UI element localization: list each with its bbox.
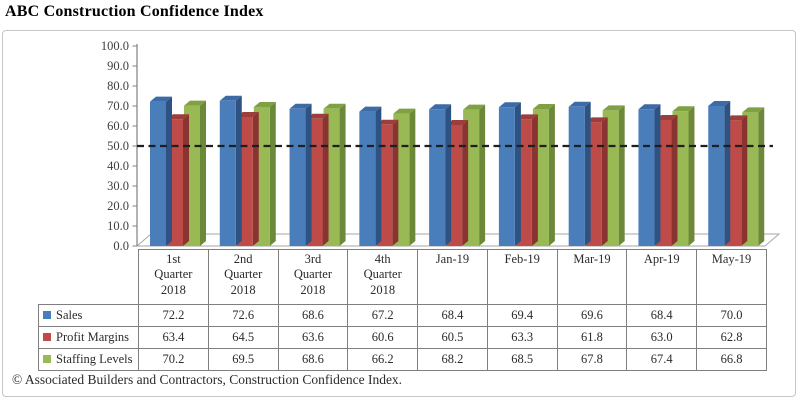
value-cell: 70.2: [138, 348, 209, 371]
value-cell: 68.2: [417, 348, 488, 371]
legend-cell-staffing-levels: Staffing Levels: [38, 348, 139, 371]
value-cell: 60.6: [347, 326, 419, 349]
table-corner-blank: [39, 250, 139, 305]
category-header-cell: 2nd Quarter 2018: [207, 249, 279, 305]
category-header-cell: Mar-19: [556, 249, 628, 305]
value-cell: 61.8: [556, 326, 628, 349]
category-header-cell: Feb-19: [486, 249, 558, 305]
legend-cell-profit-margins: Profit Margins: [38, 326, 139, 349]
data-table: 1st Quarter 2018 2nd Quarter 2018 3rd Quar…: [38, 249, 767, 371]
legend-swatch-icon: [43, 333, 51, 341]
category-header-cell: Jan-19: [417, 249, 488, 305]
value-cell: 69.4: [486, 304, 558, 327]
legend-label: Profit Margins: [56, 330, 130, 344]
value-cell: 62.8: [696, 326, 767, 349]
source-attribution: © Associated Builders and Contractors, C…: [12, 372, 403, 387]
value-cell: 63.3: [486, 326, 558, 349]
value-cell: 69.5: [207, 348, 279, 371]
value-cell: 68.6: [277, 348, 349, 371]
table-row: Profit Margins 63.4 64.5 63.6 60.6 60.5 63.3 61…: [38, 326, 767, 349]
value-cell: 60.5: [417, 326, 488, 349]
value-cell: 72.2: [138, 304, 209, 327]
value-cell: 66.2: [347, 348, 419, 371]
table-row: Staffing Levels 70.2 69.5 68.6 66.2 68.2 68.5 6…: [38, 348, 767, 371]
value-cell: 68.5: [486, 348, 558, 371]
value-cell: 68.4: [626, 304, 698, 327]
value-cell: 70.0: [696, 304, 767, 327]
value-cell: 63.4: [138, 326, 209, 349]
category-header-cell: May-19: [696, 249, 767, 305]
value-cell: 64.5: [207, 326, 279, 349]
value-cell: 69.6: [556, 304, 628, 327]
category-header-cell: 4th Quarter 2018: [347, 249, 419, 305]
chart-title: ABC Construction Confidence Index: [5, 3, 264, 20]
value-cell: 68.4: [417, 304, 488, 327]
value-cell: 63.0: [626, 326, 698, 349]
legend-label: Staffing Levels: [56, 352, 133, 366]
category-header-cell: 1st Quarter 2018: [138, 249, 209, 305]
value-cell: 67.8: [556, 348, 628, 371]
table-header-row: 1st Quarter 2018 2nd Quarter 2018 3rd Quar…: [39, 249, 767, 305]
legend-cell-sales: Sales: [38, 304, 139, 327]
legend-swatch-icon: [43, 311, 51, 319]
value-cell: 67.2: [347, 304, 419, 327]
legend-swatch-icon: [43, 355, 51, 363]
table-row: Sales 72.2 72.6 68.6 67.2 68.4 69.4 69.6 68.4 70.…: [38, 304, 767, 327]
value-cell: 67.4: [626, 348, 698, 371]
value-cell: 68.6: [277, 304, 349, 327]
legend-label: Sales: [56, 308, 83, 322]
category-header-cell: Apr-19: [626, 249, 698, 305]
value-cell: 66.8: [696, 348, 767, 371]
value-cell: 63.6: [277, 326, 349, 349]
value-cell: 72.6: [207, 304, 279, 327]
category-header-cell: 3rd Quarter 2018: [277, 249, 349, 305]
